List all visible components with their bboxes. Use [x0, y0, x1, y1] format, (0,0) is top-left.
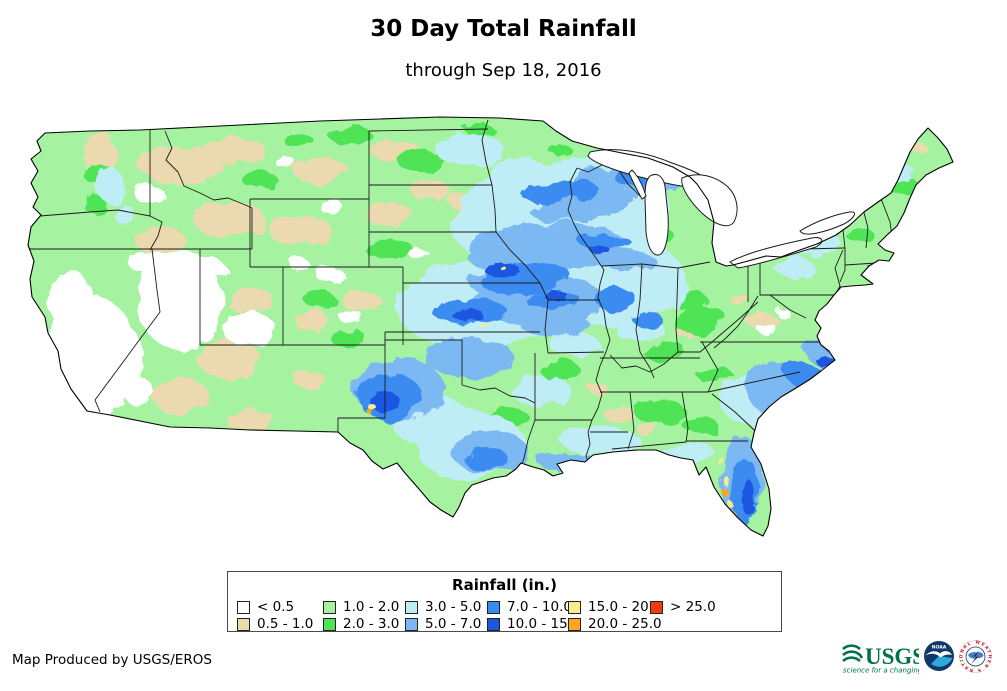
legend-swatch — [237, 617, 250, 631]
legend-swatch — [650, 600, 663, 614]
legend-label: > 25.0 — [670, 599, 716, 615]
legend-item: < 0.5 — [237, 599, 313, 615]
us-outline — [27, 116, 954, 537]
nws-lightning-bolt-icon — [971, 650, 979, 664]
green-bay — [628, 169, 647, 200]
legend-swatch — [487, 617, 500, 631]
legend-item: 1.0 - 2.0 — [323, 599, 399, 615]
legend-swatch — [568, 617, 581, 631]
lake-michigan — [644, 173, 669, 256]
legend-item: 15.0 - 20.0 — [568, 599, 662, 615]
great-lakes — [587, 149, 856, 269]
legend-box: Rainfall (in.) < 0.5 0.5 - 1.0 1.0 - 2.0… — [227, 571, 782, 632]
legend-column: > 25.0 — [650, 599, 716, 616]
page-subtitle: through Sep 18, 2016 — [405, 60, 602, 81]
legend-label: 15.0 - 20.0 — [588, 599, 662, 615]
usgs-logo: USGS science for a changing world — [842, 644, 919, 675]
legend-label: 10.0 - 15.0 — [507, 616, 581, 632]
usgs-tagline: science for a changing world — [843, 667, 919, 675]
legend-title: Rainfall (in.) — [452, 576, 557, 594]
legend-item: 2.0 - 3.0 — [323, 616, 399, 632]
legend-label: 2.0 - 3.0 — [343, 616, 400, 632]
noaa-logo-text: NOAA — [932, 645, 947, 651]
lake-ontario — [799, 211, 856, 235]
usgs-logo-text: USGS — [865, 644, 919, 669]
lake-huron — [681, 174, 738, 227]
legend-label: 5.0 - 7.0 — [425, 616, 482, 632]
legend-swatch — [237, 600, 250, 614]
nws-logo: NATIONAL WEATHER SERVICE — [959, 640, 992, 673]
rainfall-raster — [28, 117, 953, 536]
legend-label: < 0.5 — [257, 599, 295, 615]
legend-swatch — [323, 600, 336, 614]
legend-item: 7.0 - 10.0 — [487, 599, 581, 615]
usgs-waves-icon — [842, 644, 864, 663]
lake-erie — [729, 237, 823, 269]
legend-label: 0.5 - 1.0 — [257, 616, 314, 632]
legend-label: 7.0 - 10.0 — [507, 599, 572, 615]
legend-item: 0.5 - 1.0 — [237, 616, 313, 632]
legend-column: 1.0 - 2.0 2.0 - 3.0 — [323, 599, 399, 633]
noaa-ocean — [931, 656, 953, 667]
state-borders — [29, 119, 894, 471]
legend-swatch — [487, 600, 500, 614]
legend-column: 7.0 - 10.0 10.0 - 15.0 — [487, 599, 581, 633]
legend-item: 10.0 - 15.0 — [487, 616, 581, 632]
legend-column: < 0.5 0.5 - 1.0 — [237, 599, 313, 633]
noaa-logo: NOAA — [924, 641, 954, 671]
legend-swatch — [405, 617, 418, 631]
page-title: 30 Day Total Rainfall — [370, 16, 637, 42]
legend-label: 3.0 - 5.0 — [425, 599, 482, 615]
legend-swatch — [405, 600, 418, 614]
legend-item: > 25.0 — [650, 599, 716, 615]
legend-column: 15.0 - 20.0 20.0 - 25.0 — [568, 599, 662, 633]
legend-label: 20.0 - 25.0 — [588, 616, 662, 632]
legend-swatch — [323, 617, 336, 631]
attribution-text: Map Produced by USGS/EROS — [12, 652, 212, 668]
legend-column: 3.0 - 5.0 5.0 - 7.0 — [405, 599, 481, 633]
legend-label: 1.0 - 2.0 — [343, 599, 400, 615]
legend-swatch — [568, 600, 581, 614]
noaa-seagull-icon — [925, 651, 952, 658]
legend-item: 5.0 - 7.0 — [405, 616, 481, 632]
legend-item: 3.0 - 5.0 — [405, 599, 481, 615]
legend-item: 20.0 - 25.0 — [568, 616, 662, 632]
